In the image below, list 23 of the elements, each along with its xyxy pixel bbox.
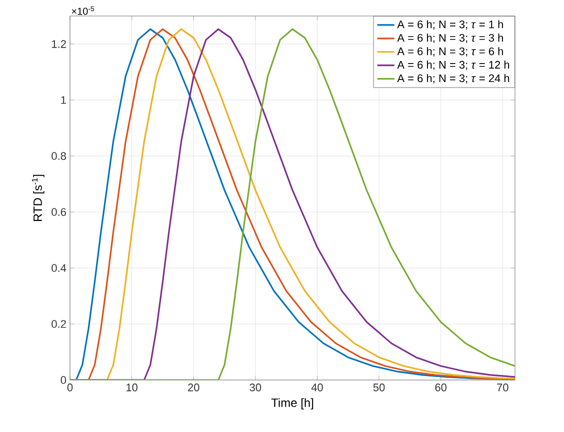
x-axis-title: Time [h] [271,398,314,410]
x-tick-label: 60 [435,384,447,392]
x-tick-label: 70 [497,384,508,392]
y-tick-label: 1.2 [52,40,66,48]
x-tick-label: 0 [67,384,73,392]
legend-label: A = 6 h; N = 3; τ = 1 h [397,20,503,30]
x-tick-label: 40 [311,384,323,392]
text: ×10$^{-5}$ [72,6,94,15]
y-tick-label: 1 [61,96,66,104]
legend-label: A = 6 h; N = 3; τ = 3 h [397,34,503,44]
x-tick-label: 50 [373,384,385,392]
y-tick-label: 0 [60,376,66,384]
y-tick-label: 0.4 [52,264,66,272]
x-tick-label: 10 [126,384,138,392]
y-tick-label: 0.6 [52,208,66,216]
y-tick-label: 0.8 [52,152,66,160]
legend-label: A = 6 h; N = 3; τ = 24 h [397,74,510,84]
x-tick-label: 20 [188,384,200,392]
y-axis-title: RTD [s$^{-1}$] [32,174,44,222]
x-tick-label: 30 [250,384,262,392]
legend-label: A = 6 h; N = 3; τ = 6 h [397,47,503,57]
legend-label: A = 6 h; N = 3; τ = 12 h [397,60,510,70]
y-tick-label: 0.2 [52,320,66,328]
